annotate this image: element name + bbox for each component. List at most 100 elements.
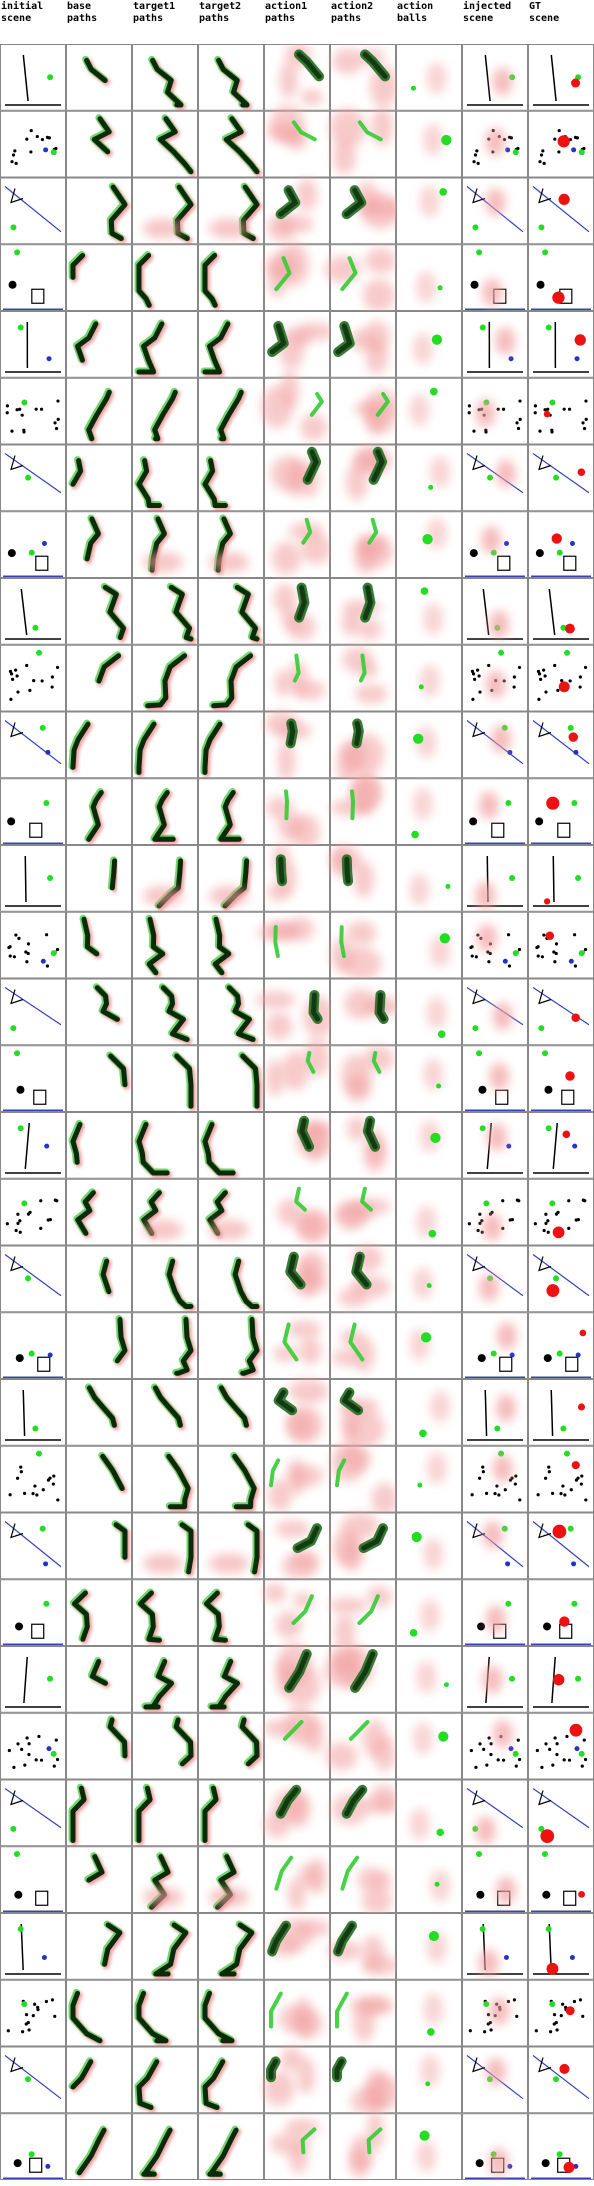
scene-black-ball <box>476 1891 484 1899</box>
grid-cell <box>529 1980 594 2046</box>
grid-cell <box>67 512 132 578</box>
grid-cell <box>199 912 264 978</box>
scene-obstacle-dot <box>478 1222 481 1225</box>
cell-frame <box>463 1313 528 1379</box>
grid-cell <box>133 45 198 111</box>
scene-obstacle-dot <box>508 964 511 967</box>
scene-obstacle-dot <box>468 411 471 414</box>
scene-green-ball <box>513 149 519 155</box>
scene-obstacle-dot <box>544 1742 547 1745</box>
grid-cell <box>463 1647 528 1713</box>
cell-frame <box>1 1647 66 1713</box>
gt-red-ball <box>572 1461 580 1469</box>
scene-obstacle-dot <box>582 1198 585 1201</box>
action-ball-heat <box>413 333 433 365</box>
scene-obstacle-dot <box>11 678 14 681</box>
action-ball-heat <box>420 665 440 697</box>
injected-heat-blob <box>481 526 501 554</box>
cell-frame <box>1 1780 66 1846</box>
scene-obstacle-dot <box>507 2000 510 2003</box>
scene-green-ball <box>476 249 482 255</box>
action-ball-heat <box>427 62 447 94</box>
grid-cell <box>1 1380 66 1446</box>
scene-green-ball <box>21 2001 27 2007</box>
scene-obstacle-dot <box>27 952 30 955</box>
grid-cell <box>397 1780 462 1846</box>
cell-frame <box>1 1046 66 1112</box>
scene-obstacle-dot <box>534 404 537 407</box>
cell-frame <box>1 645 66 711</box>
grid-cell <box>199 1980 264 2046</box>
scene-obstacle-dot <box>514 1482 517 1485</box>
gt-red-ball <box>578 1891 585 1898</box>
grid-cell <box>199 579 264 645</box>
results-grid-svg <box>0 44 594 2182</box>
grid-cell <box>67 111 132 177</box>
gt-red-ball <box>553 1226 565 1238</box>
gt-red-ball <box>575 334 586 345</box>
scene-obstacle-dot <box>469 2029 472 2032</box>
grid-cell <box>529 245 594 311</box>
grid-cell <box>199 1046 264 1112</box>
grid-cell <box>1 1046 66 1112</box>
action-heat-blob <box>256 991 295 1009</box>
action-stroke <box>286 791 287 818</box>
scene-obstacle-dot <box>485 1492 488 1495</box>
grid-cell <box>133 1113 198 1179</box>
action-ball-heat <box>427 997 447 1029</box>
action-heat-blob <box>280 2047 302 2072</box>
grid-cell <box>397 645 462 711</box>
scene-obstacle-dot <box>518 1758 521 1761</box>
scene-obstacle-dot <box>544 1213 547 1216</box>
scene-green-ball <box>564 1451 570 1457</box>
scene-obstacle-dot <box>472 430 475 433</box>
cell-content <box>111 860 116 890</box>
grid-cell <box>463 245 528 311</box>
scene-obstacle-dot <box>551 1764 554 1767</box>
grid-cell <box>1 1780 66 1846</box>
scene-obstacle-dot <box>487 960 490 963</box>
scene-obstacle-dot <box>46 136 49 139</box>
grid-cell <box>529 1179 594 1245</box>
action-heat-blob <box>358 1867 381 1892</box>
scene-obstacle-dot <box>563 1493 566 1496</box>
scene-obstacle-dot <box>35 1758 38 1761</box>
grid-cell <box>529 1446 594 1512</box>
scene-green-ball <box>21 1200 27 1206</box>
action-heat-blob <box>296 681 326 700</box>
injected-heat-blob <box>493 1720 513 1748</box>
grid-cell <box>67 1380 132 1446</box>
path-heat-blob <box>209 552 249 572</box>
action-ball-heat <box>430 456 450 488</box>
scene-green-ball <box>36 650 42 656</box>
scene-obstacle-dot <box>537 954 540 957</box>
scene-black-ball <box>478 1354 486 1362</box>
scene-black-ball <box>16 1086 24 1094</box>
grid-cell <box>265 1379 330 1445</box>
grid-cell <box>67 1046 132 1112</box>
grid-cell <box>67 445 132 511</box>
cell-frame <box>529 846 594 912</box>
scene-obstacle-dot <box>584 1498 587 1501</box>
scene-black-ball <box>471 281 479 289</box>
scene-obstacle-dot <box>581 421 584 424</box>
path-heat-blob <box>209 886 249 906</box>
action-green-ball <box>419 2131 429 2141</box>
grid-cell <box>133 1980 198 2046</box>
action-heat-blob <box>298 1864 319 1889</box>
scene-obstacle-dot <box>16 1222 19 1225</box>
action-ball-heat <box>409 874 429 906</box>
scene-obstacle-dot <box>485 1764 488 1767</box>
scene-obstacle-dot <box>581 2015 584 2018</box>
scene-obstacle-dot <box>547 1231 550 1234</box>
scene-obstacle-dot <box>553 138 556 141</box>
grid-cell <box>1 1847 66 1913</box>
scene-blue-ball <box>42 1955 47 1960</box>
action-green-ball <box>435 1882 440 1887</box>
scene-green-ball <box>505 1601 511 1607</box>
grid-cell <box>133 1179 198 1245</box>
grid-cell <box>397 912 462 978</box>
scene-green-ball <box>10 1826 16 1832</box>
scene-obstacle-dot <box>558 129 561 132</box>
scene-obstacle-dot <box>502 1759 505 1762</box>
